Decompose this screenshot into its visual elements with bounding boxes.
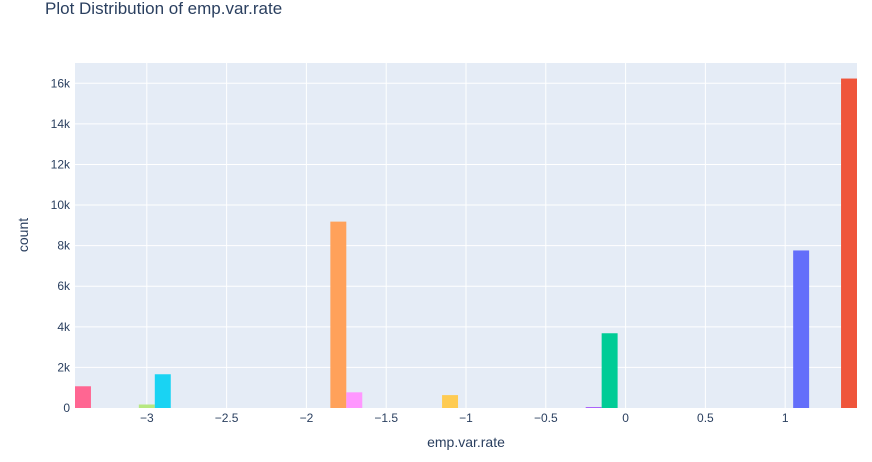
bar[interactable]	[442, 395, 459, 408]
y-tick-label: 4k	[57, 320, 71, 334]
gridlines	[75, 63, 857, 408]
bar[interactable]	[330, 221, 347, 408]
x-tick-label: −2	[300, 411, 314, 425]
bar[interactable]	[75, 386, 91, 408]
bar[interactable]	[585, 407, 602, 408]
y-tick-label: 14k	[51, 117, 71, 131]
y-tick-label: 0	[63, 401, 70, 415]
x-tick-label: −1	[459, 411, 473, 425]
y-tick-label: 10k	[51, 198, 71, 212]
x-tick-label: 0.5	[697, 411, 714, 425]
y-tick-label: 8k	[57, 239, 71, 253]
chart-title: Plot Distribution of emp.var.rate	[45, 0, 282, 18]
x-axis-label: emp.var.rate	[427, 434, 505, 450]
x-tick-label: 1	[782, 411, 789, 425]
x-tick-label: 0	[622, 411, 629, 425]
x-tick-label: −2.5	[215, 411, 239, 425]
bars	[75, 78, 857, 409]
y-tick-label: 16k	[51, 76, 71, 90]
y-tick-label: 12k	[51, 157, 71, 171]
y-tick-label: 2k	[57, 360, 71, 374]
bar[interactable]	[841, 78, 857, 409]
bar[interactable]	[793, 250, 810, 408]
x-tick-labels: −3 −2.5 −2 −1.5 −1 −0.5 0 0.5 1	[140, 411, 789, 425]
x-tick-label: −1.5	[374, 411, 398, 425]
bar[interactable]	[138, 404, 155, 408]
y-tick-labels: 0 2k 4k 6k 8k 10k 12k 14k 16k	[51, 76, 71, 415]
x-tick-label: −3	[140, 411, 154, 425]
x-tick-label: −0.5	[534, 411, 558, 425]
bar[interactable]	[154, 374, 171, 408]
y-axis-label: count	[15, 218, 31, 252]
bar[interactable]	[346, 392, 363, 408]
y-tick-label: 6k	[57, 279, 71, 293]
bar[interactable]	[601, 333, 618, 408]
